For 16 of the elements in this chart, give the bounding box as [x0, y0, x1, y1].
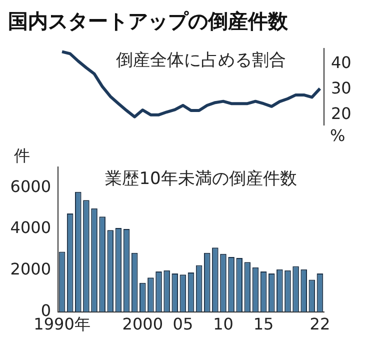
- chart-title: 国内スタートアップの倒産件数: [8, 8, 289, 35]
- y-tick-label: 6000: [10, 176, 51, 196]
- y-tick-label: 2000: [10, 260, 51, 279]
- x-tick-label: 10: [213, 314, 234, 334]
- x-tick-label: 2000: [122, 314, 163, 334]
- x-tick-label: 22: [310, 314, 330, 334]
- annotation: 業歴10年未満の倒産件数: [105, 168, 297, 189]
- y-axis-title: 件: [14, 146, 30, 166]
- y-axis-title: %: [330, 126, 346, 146]
- y-tick-label: 20: [331, 104, 352, 123]
- x-tick-label: 05: [172, 314, 194, 334]
- y-tick-label: 4000: [10, 218, 51, 238]
- annotation: 倒産全体に占める割合: [116, 50, 286, 71]
- x-tick-label: 15: [253, 314, 274, 334]
- y-tick-label: 40: [331, 53, 352, 72]
- y-tick-label: 30: [331, 78, 352, 98]
